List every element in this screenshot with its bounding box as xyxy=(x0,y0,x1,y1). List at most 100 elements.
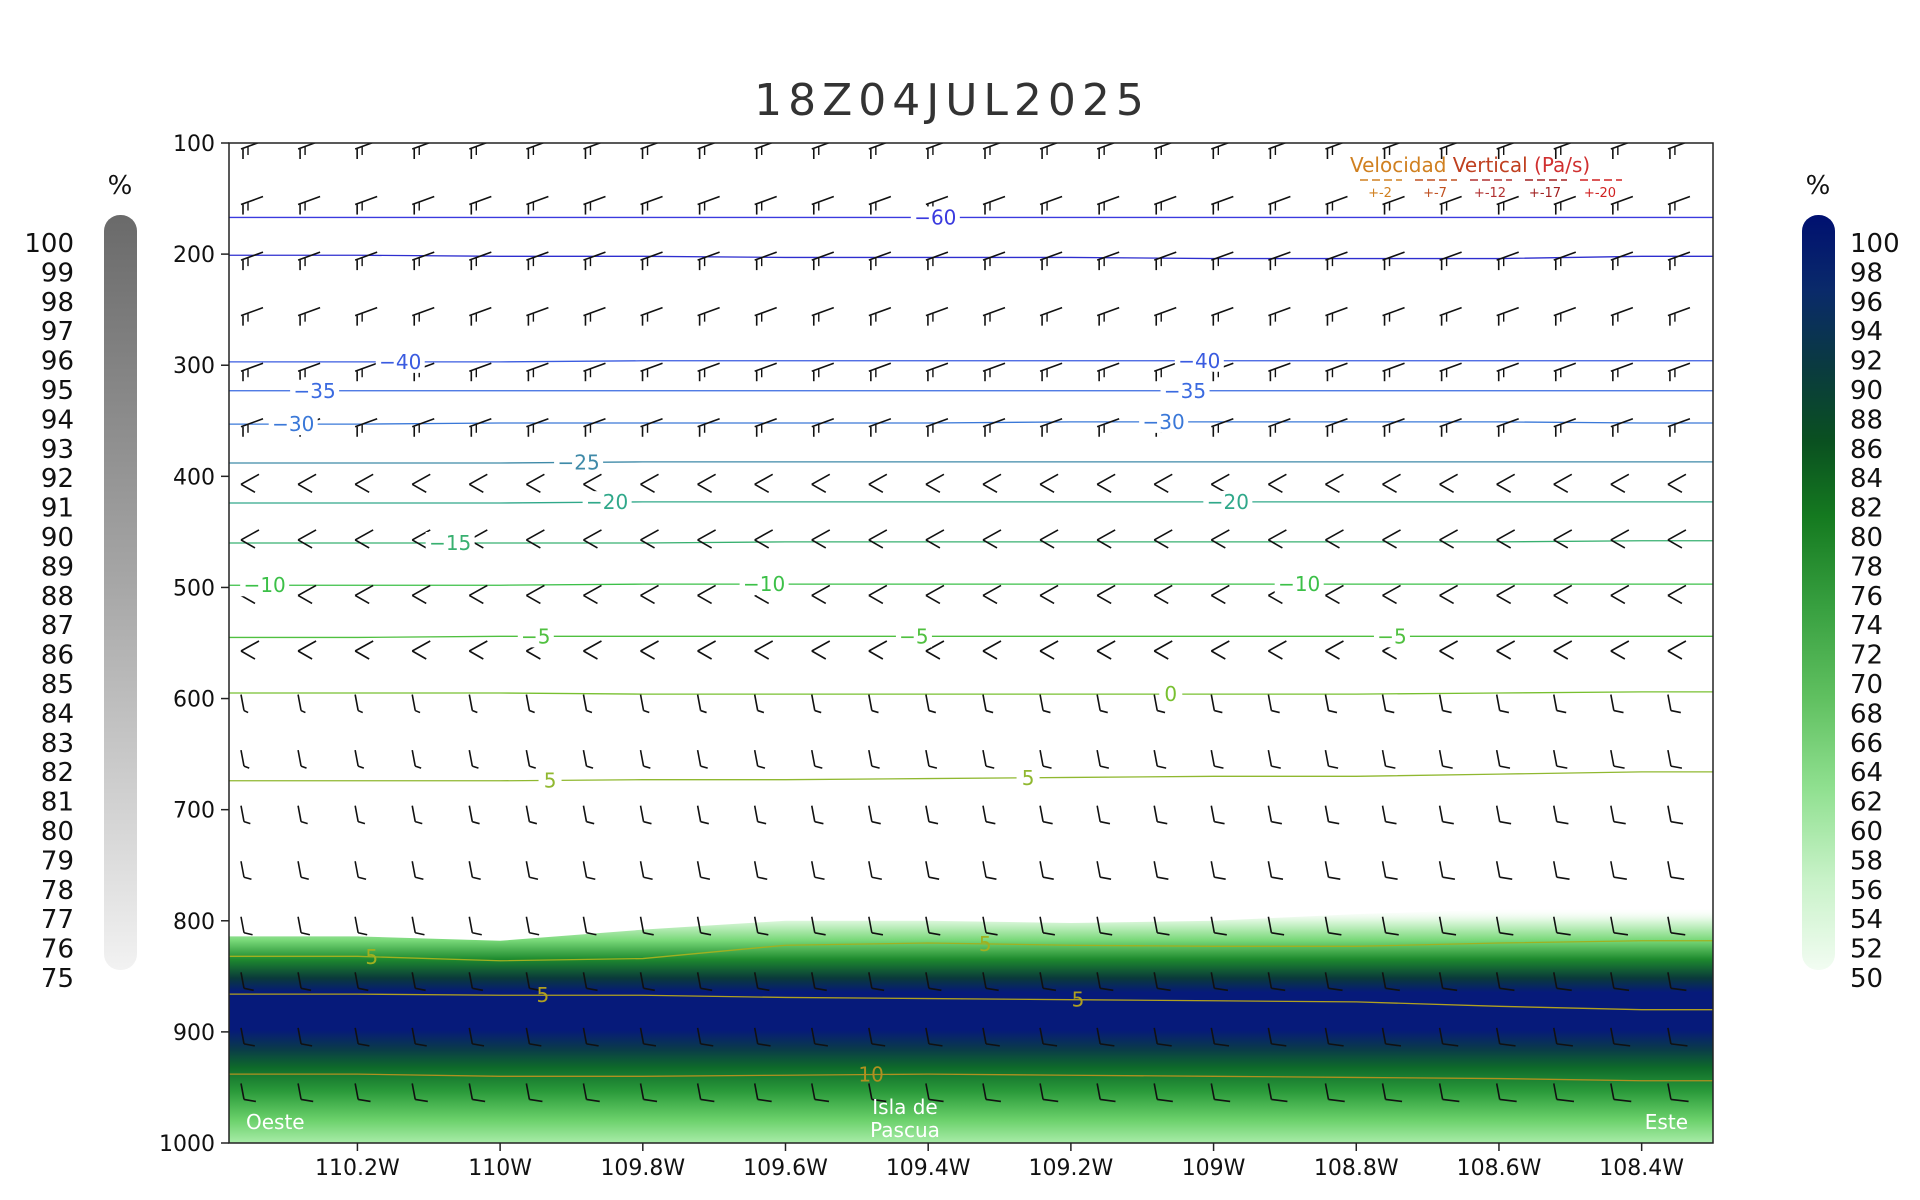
contour-label-bg xyxy=(582,491,632,514)
wind-barb xyxy=(1610,584,1630,605)
x-tick-label: 109.8W xyxy=(600,1156,685,1181)
colorbar-label: 100 xyxy=(1850,229,1900,259)
wind-barb xyxy=(1096,640,1116,660)
wind-barb xyxy=(1610,861,1627,881)
contour-label: 5 xyxy=(1022,766,1035,790)
colorbar-label: 62 xyxy=(1850,788,1883,818)
wind-barb xyxy=(1667,143,1687,159)
contour-label-bg xyxy=(1016,766,1040,789)
wind-barb xyxy=(240,749,250,769)
wind-barb xyxy=(639,805,652,825)
wind-barb xyxy=(868,362,892,382)
wind-barb xyxy=(640,473,659,494)
contour-label: −20 xyxy=(1207,490,1249,514)
wind-barb xyxy=(1552,694,1567,714)
wind-barb xyxy=(411,916,425,936)
wind-barb xyxy=(1382,418,1405,437)
wind-barb xyxy=(1438,694,1452,714)
wind-barb xyxy=(354,749,365,769)
colorbar-label: 74 xyxy=(1850,611,1883,641)
wind-barb xyxy=(925,916,941,936)
wind-barb xyxy=(354,972,369,992)
wind-barb xyxy=(640,143,660,159)
wind-barb xyxy=(1439,529,1459,549)
wind-barb xyxy=(1667,473,1687,494)
wind-barb xyxy=(1039,640,1059,660)
contour-label: −5 xyxy=(1377,624,1406,648)
x-axis: 110.2W 110W 109.8W 109.6W 109.4W 109.2W 109W 10… xyxy=(315,1143,1684,1181)
wind-barb xyxy=(1039,972,1057,992)
wind-barb xyxy=(1039,473,1059,494)
wind-barb xyxy=(1268,418,1291,437)
wind-barb xyxy=(1496,473,1516,494)
wind-barb xyxy=(810,1083,830,1103)
wind-barb xyxy=(240,195,264,215)
wind-barb xyxy=(297,195,321,215)
x-tick-label: 109.2W xyxy=(1029,1156,1114,1181)
wind-barb xyxy=(754,473,774,494)
island-label-line2: Pascua xyxy=(870,1118,940,1142)
wind-barb xyxy=(354,195,378,215)
wind-barb xyxy=(1438,972,1458,992)
contour-label-bg xyxy=(1139,410,1189,433)
wind-barb xyxy=(753,972,770,992)
wind-barb xyxy=(468,1083,486,1103)
contour-label: −35 xyxy=(294,379,336,403)
wind-barb xyxy=(1096,473,1116,494)
wind-barb xyxy=(354,1027,370,1047)
wind-barb xyxy=(810,694,822,714)
wind-barb xyxy=(582,694,593,714)
wind-barb xyxy=(1324,1027,1344,1047)
wind-barb xyxy=(1267,694,1280,714)
wind-barb xyxy=(639,1083,658,1103)
wind-barb xyxy=(1325,251,1348,271)
wind-barb xyxy=(696,749,708,769)
wind-barb xyxy=(468,749,479,769)
wind-barb xyxy=(1267,916,1285,936)
wind-barb xyxy=(526,418,549,437)
wind-barb xyxy=(1382,473,1401,494)
wind-barb xyxy=(1324,805,1340,825)
wind-barb xyxy=(1495,1027,1516,1047)
wind-barb xyxy=(1382,143,1402,159)
island-label-line1: Isla de xyxy=(872,1095,938,1119)
wind-barb xyxy=(1096,1027,1115,1047)
wind-barb xyxy=(925,1027,943,1047)
wind-barb xyxy=(925,972,942,992)
wind-barb xyxy=(640,640,659,660)
wind-barb xyxy=(754,251,777,271)
wind-barb xyxy=(240,916,253,936)
x-tick-label: 108.4W xyxy=(1599,1156,1684,1181)
contour-label-bg xyxy=(910,206,960,229)
contour-label-bg xyxy=(739,573,789,596)
wind-barb xyxy=(1667,861,1685,881)
legend-value: +-2 xyxy=(1368,186,1392,201)
contour-label-bg xyxy=(1373,625,1410,648)
wind-barb xyxy=(582,1027,599,1047)
wind-barb xyxy=(1438,861,1456,881)
wind-barb xyxy=(1210,916,1227,936)
colorbar-label: 86 xyxy=(41,641,74,671)
wind-barb xyxy=(868,805,881,825)
wind-barb xyxy=(1495,916,1514,936)
contour-line xyxy=(229,421,1713,425)
wind-barb xyxy=(925,473,945,494)
y-axis: 100 200 300 400 500 600 700 800 900 1000 xyxy=(159,132,229,1157)
wind-barb xyxy=(1153,529,1173,549)
legend-value: +-17 xyxy=(1529,186,1561,201)
wind-barb xyxy=(697,143,717,159)
east-label: Este xyxy=(1645,1110,1688,1134)
wind-barb xyxy=(525,749,537,769)
wind-barb xyxy=(925,143,945,159)
wind-barb xyxy=(240,529,260,549)
wind-barb xyxy=(411,861,424,880)
wind-barb xyxy=(411,195,435,215)
wind-barb xyxy=(1153,861,1169,881)
wind-barb xyxy=(1153,584,1173,605)
y-tick-label: 800 xyxy=(173,910,215,935)
wind-barb xyxy=(582,916,597,936)
contour-label: −5 xyxy=(521,624,550,648)
wind-barb xyxy=(1267,861,1284,881)
wind-barb xyxy=(1039,362,1063,382)
wind-barb xyxy=(1153,362,1177,382)
